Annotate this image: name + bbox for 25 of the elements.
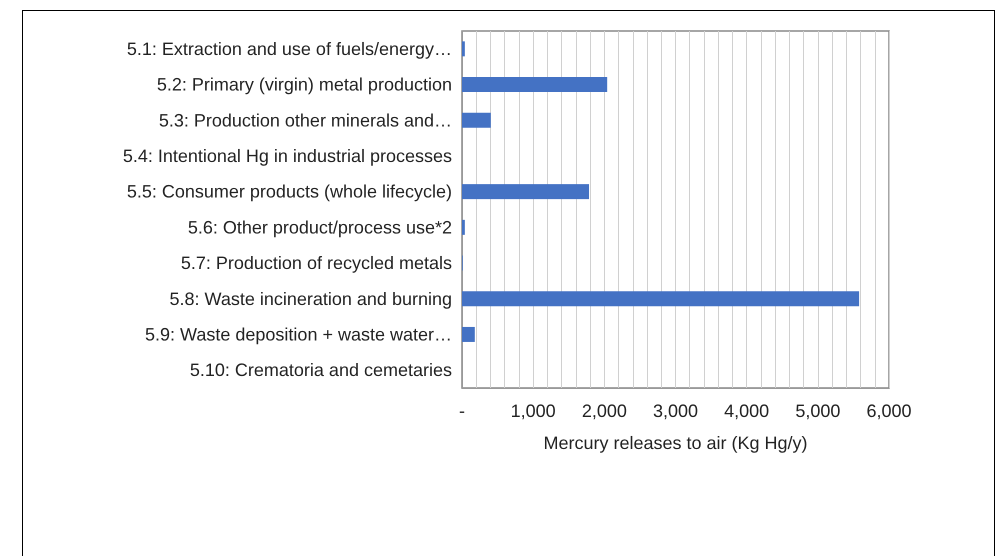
y-tick-label: 5.6: Other product/process use*2 (188, 217, 452, 238)
bar (462, 112, 491, 128)
x-tick-label: 5,000 (795, 401, 840, 421)
y-tick-label: 5.9: Waste deposition + waste water… (145, 324, 452, 344)
y-tick-label: 5.8: Waste incineration and burning (169, 288, 452, 309)
y-tick-label: 5.3: Production other minerals and… (158, 110, 452, 130)
x-tick-label: 2,000 (582, 401, 627, 421)
x-axis-title: Mercury releases to air (Kg Hg/y) (543, 433, 808, 453)
y-tick-label: 5.10: Crematoria and cemetaries (190, 360, 452, 380)
x-tick-label: 4,000 (724, 401, 770, 421)
y-tick-label: 5.7: Production of recycled metals (180, 253, 452, 274)
x-tick-label: 6,000 (866, 401, 912, 421)
y-tick-label: 5.2: Primary (virgin) metal production (156, 74, 452, 95)
bar (462, 220, 465, 235)
y-tick-label: 5.1: Extraction and use of fuels/energy… (126, 38, 452, 59)
y-tick-label: 5.5: Consumer products (whole lifecycle) (126, 182, 452, 202)
y-tick-label: 5.4: Intentional Hg in industrial processes (122, 146, 452, 166)
x-tick-label: 3,000 (652, 401, 698, 421)
x-tick-label: - (459, 401, 465, 421)
bar (462, 41, 465, 56)
bar (462, 184, 590, 200)
bar (462, 326, 475, 342)
x-tick-label: 1,000 (510, 401, 556, 421)
bar (462, 291, 860, 306)
bar (462, 77, 608, 92)
